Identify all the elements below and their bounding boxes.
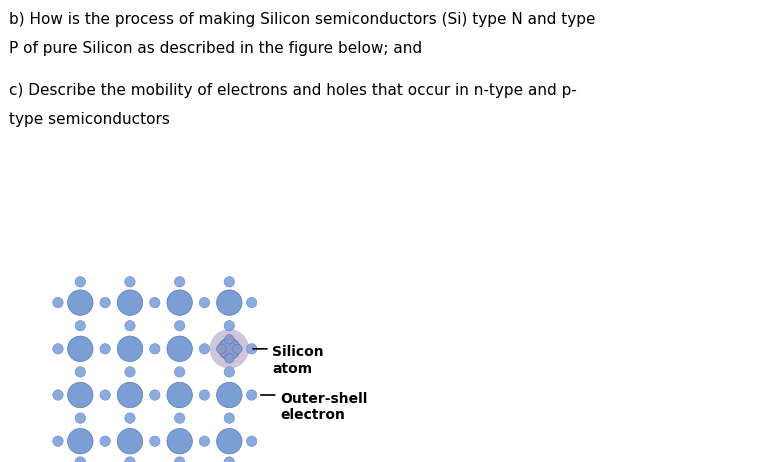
Text: b) How is the process of making Silicon semiconductors (Si) type N and type: b) How is the process of making Silicon … (9, 12, 596, 26)
Circle shape (100, 436, 110, 446)
Circle shape (125, 457, 135, 462)
Circle shape (75, 367, 85, 377)
Circle shape (68, 290, 93, 315)
Circle shape (224, 367, 235, 377)
Circle shape (246, 390, 257, 400)
Circle shape (167, 336, 192, 361)
Circle shape (216, 383, 242, 408)
Circle shape (149, 298, 160, 308)
Circle shape (224, 457, 235, 462)
Circle shape (75, 457, 85, 462)
Circle shape (167, 383, 192, 408)
Circle shape (100, 390, 110, 400)
Circle shape (75, 413, 85, 423)
Circle shape (117, 383, 142, 408)
Circle shape (100, 344, 110, 354)
Circle shape (117, 336, 142, 361)
Circle shape (224, 413, 235, 423)
Circle shape (224, 321, 235, 331)
Circle shape (117, 290, 142, 315)
Circle shape (174, 413, 185, 423)
Circle shape (68, 383, 93, 408)
Circle shape (225, 354, 234, 363)
Circle shape (216, 429, 242, 454)
Circle shape (219, 338, 240, 359)
Text: Outer-shell
electron: Outer-shell electron (280, 392, 367, 422)
Circle shape (246, 344, 257, 354)
Circle shape (125, 277, 135, 287)
Circle shape (53, 390, 63, 400)
Circle shape (53, 436, 63, 446)
Circle shape (100, 298, 110, 308)
Circle shape (53, 298, 63, 308)
Circle shape (210, 329, 249, 369)
Circle shape (68, 429, 93, 454)
Circle shape (125, 321, 135, 331)
Circle shape (174, 277, 185, 287)
Circle shape (167, 429, 192, 454)
Circle shape (174, 367, 185, 377)
Circle shape (149, 344, 160, 354)
Circle shape (232, 344, 242, 353)
Circle shape (200, 344, 210, 354)
Circle shape (174, 321, 185, 331)
Circle shape (75, 277, 85, 287)
Circle shape (246, 436, 257, 446)
Text: c) Describe the mobility of electrons and holes that occur in n-type and p-: c) Describe the mobility of electrons an… (9, 83, 577, 98)
Circle shape (225, 334, 234, 344)
Circle shape (149, 436, 160, 446)
Circle shape (200, 390, 210, 400)
Circle shape (117, 429, 142, 454)
Circle shape (216, 344, 226, 353)
Circle shape (75, 321, 85, 331)
Circle shape (68, 336, 93, 361)
Circle shape (200, 298, 210, 308)
Circle shape (167, 290, 192, 315)
Circle shape (149, 390, 160, 400)
Circle shape (200, 436, 210, 446)
Circle shape (125, 367, 135, 377)
Circle shape (216, 290, 242, 315)
Circle shape (174, 457, 185, 462)
Text: P of pure Silicon as described in the figure below; and: P of pure Silicon as described in the fi… (9, 41, 422, 55)
Circle shape (125, 413, 135, 423)
Text: Silicon
atom: Silicon atom (272, 346, 324, 376)
Text: type semiconductors: type semiconductors (9, 112, 170, 127)
Circle shape (53, 344, 63, 354)
Circle shape (246, 298, 257, 308)
Circle shape (224, 277, 235, 287)
